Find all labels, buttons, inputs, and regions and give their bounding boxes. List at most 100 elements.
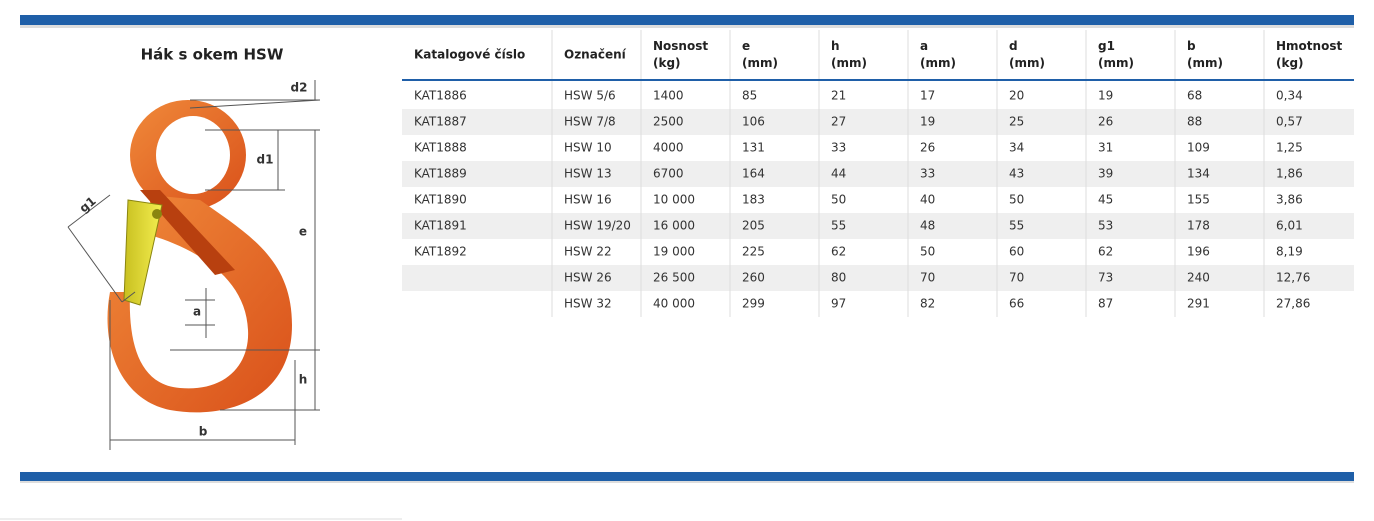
table-cell: 196 [1187, 245, 1210, 259]
table-cell: 45 [1098, 193, 1113, 207]
top-bar [20, 15, 1354, 25]
column-header: (mm) [742, 56, 778, 70]
table-cell: KAT1892 [414, 245, 467, 259]
table-cell: 40 000 [653, 297, 695, 311]
table-cell: 225 [742, 245, 765, 259]
column-header: Katalogové číslo [414, 48, 525, 62]
table-cell: 50 [920, 245, 935, 259]
dim-label: d1 [257, 153, 274, 167]
column-header: a [920, 39, 928, 53]
table-cell: 50 [831, 193, 846, 207]
column-header: (mm) [1009, 56, 1045, 70]
table-cell: 31 [1098, 141, 1113, 155]
table-cell: 3,86 [1276, 193, 1303, 207]
table-cell: 26 [920, 141, 935, 155]
table-cell: 17 [920, 89, 935, 103]
table-cell: HSW 5/6 [564, 89, 616, 103]
dim-label: h [299, 373, 308, 387]
table-cell: 12,76 [1276, 271, 1310, 285]
column-header: (mm) [1187, 56, 1223, 70]
table-cell: 85 [742, 89, 757, 103]
table-cell: 0,57 [1276, 115, 1303, 129]
table-cell: 55 [1009, 219, 1024, 233]
table-cell: KAT1886 [414, 89, 467, 103]
row-stripe [402, 265, 1354, 291]
table-cell: 106 [742, 115, 765, 129]
table-cell: 25 [1009, 115, 1024, 129]
dim-label: a [193, 305, 201, 319]
dim-label: d2 [291, 81, 308, 95]
column-header: d [1009, 39, 1018, 53]
table-cell: 60 [1009, 245, 1024, 259]
table-cell: 26 500 [653, 271, 695, 285]
column-header: (mm) [1098, 56, 1134, 70]
bar-shadow [20, 24, 1354, 28]
column-header: h [831, 39, 840, 53]
column-header: Hmotnost [1276, 39, 1342, 53]
table-cell: 27,86 [1276, 297, 1310, 311]
table-cell: 34 [1009, 141, 1024, 155]
row-stripe [402, 161, 1354, 187]
table-cell: 88 [1187, 115, 1202, 129]
table-cell: HSW 7/8 [564, 115, 616, 129]
table-cell: 80 [831, 271, 846, 285]
table-cell: 19 000 [653, 245, 695, 259]
table-cell: 27 [831, 115, 846, 129]
table-cell: 1400 [653, 89, 684, 103]
column-header: g1 [1098, 39, 1115, 53]
table-cell: 39 [1098, 167, 1113, 181]
table-cell: HSW 32 [564, 297, 612, 311]
dimension-lines [67, 80, 321, 450]
table-cell: 183 [742, 193, 765, 207]
table-cell: 299 [742, 297, 765, 311]
table-cell: HSW 16 [564, 193, 612, 207]
column-header: (mm) [920, 56, 956, 70]
column-header: (kg) [1276, 56, 1304, 70]
table-cell: 134 [1187, 167, 1210, 181]
column-header: Označení [564, 48, 627, 62]
column-header: e [742, 39, 750, 53]
table-cell: 48 [920, 219, 935, 233]
dim-label: g1 [77, 194, 99, 216]
table-cell: 1,86 [1276, 167, 1303, 181]
table-cell: 68 [1187, 89, 1202, 103]
table-cell: 164 [742, 167, 765, 181]
table-cell: 33 [920, 167, 935, 181]
dim-label: b [199, 425, 208, 439]
table-cell: KAT1890 [414, 193, 467, 207]
table-cell: 240 [1187, 271, 1210, 285]
table-cell: 131 [742, 141, 765, 155]
table-cell: 40 [920, 193, 935, 207]
row-stripe [402, 109, 1354, 135]
table-cell: 73 [1098, 271, 1113, 285]
bar-shadow [20, 480, 1354, 483]
table-cell: 2500 [653, 115, 684, 129]
table-cell: 26 [1098, 115, 1113, 129]
table-cell: HSW 22 [564, 245, 612, 259]
table-cell: 8,19 [1276, 245, 1303, 259]
table-cell: 70 [920, 271, 935, 285]
table-cell: 291 [1187, 297, 1210, 311]
table-cell: 87 [1098, 297, 1113, 311]
table-cell: 178 [1187, 219, 1210, 233]
table-cell: 43 [1009, 167, 1024, 181]
table-cell: 44 [831, 167, 846, 181]
table-cell: 21 [831, 89, 846, 103]
spec-table: Katalogové číslo Označení Nosnost (kg) e (mm)… [402, 30, 1354, 317]
table-cell: 16 000 [653, 219, 695, 233]
table-cell: 205 [742, 219, 765, 233]
table-cell: 53 [1098, 219, 1113, 233]
table-cell: 62 [831, 245, 846, 259]
column-header: Nosnost [653, 39, 708, 53]
table-cell: KAT1887 [414, 115, 467, 129]
table-cell: 66 [1009, 297, 1024, 311]
table-cell: 19 [1098, 89, 1113, 103]
table-cell: HSW 19/20 [564, 219, 631, 233]
title: Hák s okem HSW [141, 46, 284, 64]
dim-label: e [299, 225, 307, 239]
table-cell: 20 [1009, 89, 1024, 103]
table-cell: KAT1891 [414, 219, 467, 233]
table-cell: 19 [920, 115, 935, 129]
table-cell: 50 [1009, 193, 1024, 207]
